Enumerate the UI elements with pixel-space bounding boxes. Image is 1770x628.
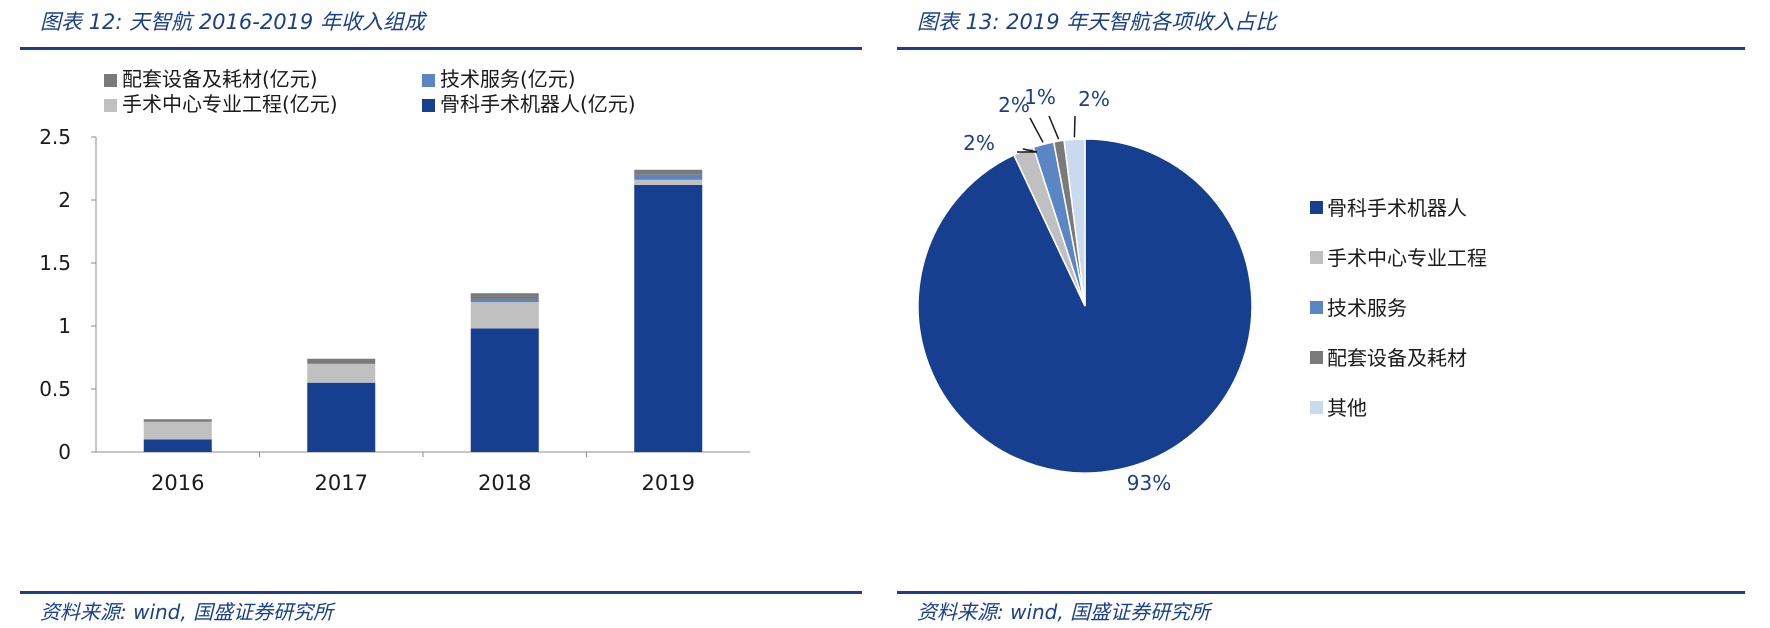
legend-swatch-骨科手术机器人 xyxy=(1310,201,1323,214)
y-tick-label: 2 xyxy=(58,188,71,212)
bar-2019-手术中心专业工程-亿元 xyxy=(634,179,703,185)
x-tick-label: 2018 xyxy=(478,471,531,495)
y-tick-label: 1.5 xyxy=(39,251,71,275)
pie-label-配套设备及耗材: 1% xyxy=(1024,85,1056,109)
legend-swatch-配套设备及耗材-亿元 xyxy=(104,74,117,87)
bar-2019-配套设备及耗材-亿元 xyxy=(634,169,703,175)
source-rule xyxy=(897,591,1745,594)
bar-2019-骨科手术机器人-亿元 xyxy=(634,184,703,452)
bar-2018-配套设备及耗材-亿元 xyxy=(470,293,539,300)
y-tick-label: 0 xyxy=(58,440,71,464)
legend-label-配套设备及耗材-亿元: 配套设备及耗材(亿元) xyxy=(122,67,318,91)
stacked-bar-chart: 配套设备及耗材(亿元) 技术服务(亿元) 手术中心专业工程(亿元) 骨科手术机器人(亿… xyxy=(39,67,750,495)
y-tick-label: 0.5 xyxy=(39,377,71,401)
pie-leader-line xyxy=(1017,148,1038,153)
legend-swatch-手术中心专业工程 xyxy=(1310,251,1323,264)
y-tick-label: 2.5 xyxy=(39,125,71,149)
legend-label-骨科手术机器人-亿元: 骨科手术机器人(亿元) xyxy=(440,92,636,116)
figure-12-title: 图表 12: 天智航 2016-2019 年收入组成 xyxy=(40,10,425,34)
bar-2018-手术中心专业工程-亿元 xyxy=(470,302,539,329)
revenue-composition-panel: 图表 12: 天智航 2016-2019 年收入组成 配套设备及耗材(亿元) 技术… xyxy=(20,0,862,628)
figure-13-title: 图表 13: 2019 年天智航各项收入占比 xyxy=(917,10,1277,34)
pie-slice-其他 xyxy=(1063,138,1086,307)
legend-label-骨科手术机器人: 骨科手术机器人 xyxy=(1327,196,1467,220)
bar-2016-手术中心专业工程-亿元 xyxy=(143,421,212,440)
x-tick-label: 2016 xyxy=(151,471,204,495)
source-rule xyxy=(20,591,862,594)
pie-label-骨科手术机器人: 93% xyxy=(1127,471,1171,495)
revenue-share-panel: 图表 13: 2019 年天智航各项收入占比 93% 2% 2% 1% 2% 骨科手术机器… xyxy=(897,0,1745,628)
figure-12-source: 资料来源: wind, 国盛证券研究所 xyxy=(40,600,334,624)
legend-swatch-技术服务-亿元 xyxy=(422,74,435,87)
bar-2018-技术服务-亿元 xyxy=(470,299,539,303)
legend-label-手术中心专业工程: 手术中心专业工程 xyxy=(1327,246,1487,270)
bar-2016-配套设备及耗材-亿元 xyxy=(143,419,212,422)
figure-13-source: 资料来源: wind, 国盛证券研究所 xyxy=(917,600,1211,624)
title-rule xyxy=(897,47,1745,50)
legend-label-技术服务-亿元: 技术服务(亿元) xyxy=(440,67,576,91)
y-tick-label: 1 xyxy=(58,314,71,338)
bar-2018-骨科手术机器人-亿元 xyxy=(470,328,539,452)
legend-label-手术中心专业工程-亿元: 手术中心专业工程(亿元) xyxy=(122,92,338,116)
bar-2016-骨科手术机器人-亿元 xyxy=(143,439,212,452)
title-rule xyxy=(20,47,862,50)
legend-swatch-技术服务 xyxy=(1310,301,1323,314)
pie-label-其他: 2% xyxy=(1078,87,1110,111)
pie-label-技术服务: 2% xyxy=(998,93,1030,117)
pie-leader-line xyxy=(1029,117,1044,143)
bar-2017-骨科手术机器人-亿元 xyxy=(307,382,376,452)
legend-swatch-手术中心专业工程-亿元 xyxy=(104,99,117,112)
legend-label-技术服务: 技术服务 xyxy=(1327,296,1407,320)
legend-swatch-配套设备及耗材 xyxy=(1310,351,1323,364)
pie-label-手术中心专业工程: 2% xyxy=(963,131,995,155)
bar-2017-配套设备及耗材-亿元 xyxy=(307,358,376,364)
x-tick-label: 2019 xyxy=(642,471,695,495)
legend-label-配套设备及耗材: 配套设备及耗材 xyxy=(1327,346,1467,370)
legend-swatch-其他 xyxy=(1310,401,1323,414)
x-tick-label: 2017 xyxy=(315,471,368,495)
bar-2019-技术服务-亿元 xyxy=(634,174,703,180)
bar-2017-手术中心专业工程-亿元 xyxy=(307,363,376,383)
legend-label-其他: 其他 xyxy=(1327,396,1367,420)
pie-leader-line xyxy=(1048,115,1060,140)
pie-leader-line xyxy=(1073,115,1076,138)
legend-swatch-骨科手术机器人-亿元 xyxy=(422,99,435,112)
